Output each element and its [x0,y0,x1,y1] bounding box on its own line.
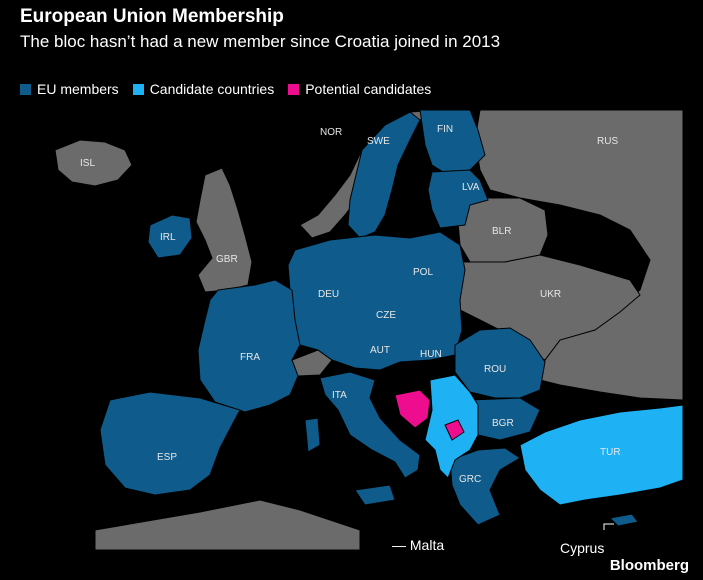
cyprus-callout-line [603,523,614,530]
label-lva: LVA [462,182,480,193]
legend-item-candidate-countries: Candidate countries [132,81,275,97]
label-blr: BLR [492,226,511,237]
page-subtitle: The bloc hasn’t had a new member since C… [20,32,501,51]
legend-label-potential-candidates: Potential candidates [305,81,432,97]
country-tur [519,404,684,506]
country-sicily [354,484,396,506]
country-isl [54,139,133,187]
callout-cyprus: Cyprus [560,540,605,556]
label-rus: RUS [597,136,618,147]
label-rou: ROU [484,364,506,375]
country-fra [197,279,301,413]
callout-malta: — Malta [392,537,445,553]
legend-item-potential-candidates: Potential candidates [288,81,431,97]
label-tur: TUR [600,447,621,458]
country-grc [449,447,521,526]
label-aut: AUT [370,345,390,356]
legend-swatch-candidate-countries [132,83,144,95]
label-esp: ESP [157,452,177,463]
country-ita [319,371,421,479]
country-esp [99,391,241,496]
label-cze: CZE [376,310,396,321]
country-gbr [195,167,253,293]
label-fin: FIN [437,124,453,135]
country-rou [454,327,546,399]
country-irl [147,214,193,259]
label-deu: DEU [318,289,339,300]
label-swe: SWE [367,136,390,147]
page-title: European Union Membership [20,6,284,27]
country-nafrica [94,499,361,550]
label-hun: HUN [420,349,442,360]
label-ita: ITA [332,390,347,401]
label-ukr: UKR [540,289,561,300]
label-irl: IRL [160,232,176,243]
label-gbr: GBR [216,254,238,265]
legend-swatch-eu-members [20,83,31,95]
country-baltics [427,169,489,229]
label-bgr: BGR [492,418,514,429]
country-swe [347,111,421,239]
bloomberg-logo: Bloomberg [609,557,689,574]
europe-map: NOR SWE FIN RUS ISL LVA IRL GBR BLR DEU … [54,109,684,550]
label-fra: FRA [240,352,260,363]
legend: EU members Candidate countries Potential… [20,81,431,97]
label-grc: GRC [459,474,481,485]
country-cyprus [608,513,639,527]
label-pol: POL [413,267,433,278]
legend-item-eu-members: EU members [20,81,119,97]
legend-swatch-potential-candidates [288,83,300,95]
label-isl: ISL [80,158,95,169]
legend-label-candidate-countries: Candidate countries [149,81,275,97]
country-fin [419,109,486,176]
country-bih [394,389,431,429]
country-ukr [454,254,641,361]
country-sardinia [304,417,321,453]
country-kos [444,419,465,441]
label-nor: NOR [320,127,342,138]
legend-label-eu-members: EU members [37,81,119,97]
